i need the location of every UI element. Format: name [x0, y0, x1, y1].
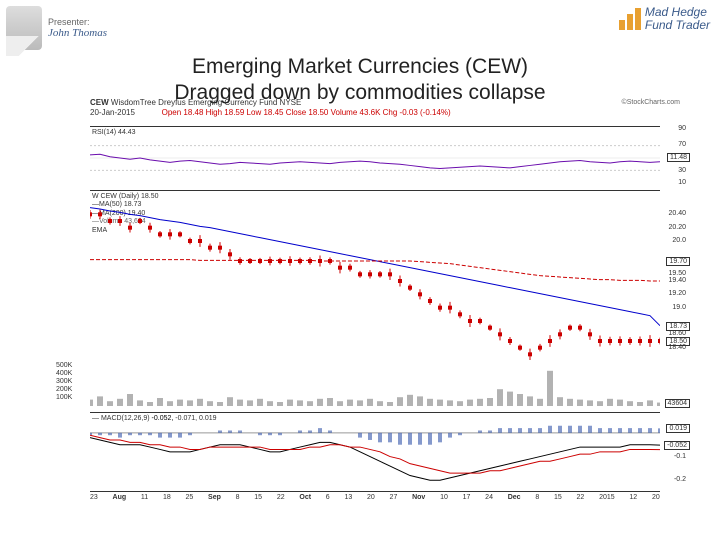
rsi-y-30: 30 [678, 167, 686, 174]
rsi-panel: RSI(14) 44.43 90 70 11.48 30 10 [90, 126, 660, 188]
presenter-label: Presenter: [48, 17, 107, 27]
logo: Mad Hedge Fund Trader [619, 6, 710, 32]
attribution: ©StockCharts.com [622, 98, 680, 107]
price-panel: W CEW (Daily) 18.50 —MA(50) 18.73 —MA(20… [90, 190, 660, 410]
rsi-y-last: 11.48 [667, 153, 690, 162]
rsi-plot [90, 127, 660, 189]
page-curl [6, 36, 52, 56]
presenter-name: John Thomas [48, 27, 107, 39]
macd-plot [90, 413, 660, 493]
title-line1: Emerging Market Currencies (CEW) [0, 54, 720, 80]
ohlc: Open 18.48 High 18.59 Low 18.45 Close 18… [162, 108, 451, 117]
logo-text: Mad Hedge Fund Trader [645, 6, 710, 32]
ticker-name: WisdomTree Dreyfus Emerging Currency Fun… [111, 98, 301, 107]
rsi-y-top: 90 [678, 125, 686, 132]
ticker: CEW [90, 98, 109, 107]
x-axis-labels: 23Aug111825Sep81522Oct6132027Nov101724De… [90, 494, 660, 501]
price-plot [90, 191, 660, 411]
rsi-y-70: 70 [678, 141, 686, 148]
chart-header: CEW WisdomTree Dreyfus Emerging Currency… [90, 98, 680, 119]
header: Presenter: John Thomas Mad Hedge Fund Tr… [0, 0, 720, 50]
rsi-y-10: 10 [678, 179, 686, 186]
stock-chart: CEW WisdomTree Dreyfus Emerging Currency… [90, 98, 680, 528]
chart-date: 20-Jan-2015 [90, 108, 135, 117]
macd-panel: — MACD(12,26,9) -0.052, -0.071, 0.019 0.… [90, 412, 660, 492]
logo-bars-icon [619, 8, 641, 30]
presenter-block: Presenter: John Thomas [6, 6, 107, 50]
